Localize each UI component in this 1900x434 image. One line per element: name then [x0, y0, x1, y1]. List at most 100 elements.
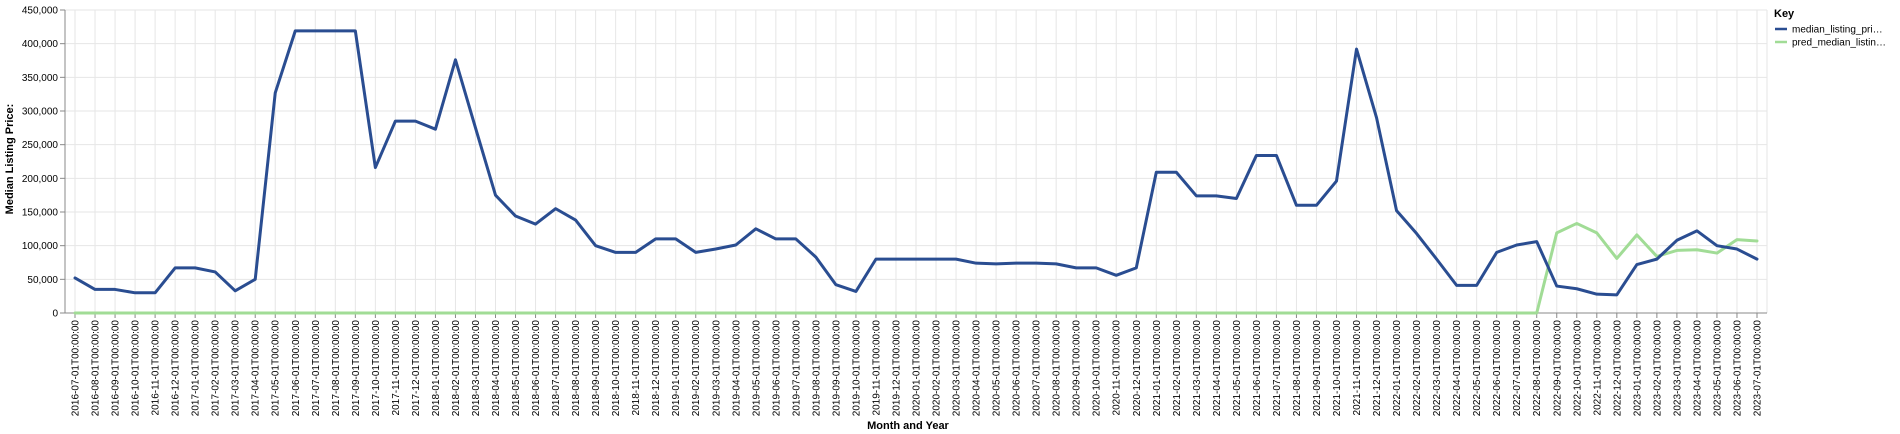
- x-tick-label: 2022-07-01T00:00:00: [1512, 320, 1523, 417]
- x-tick-label: 2018-02-01T00:00:00: [451, 320, 462, 417]
- x-tick-label: 2020-08-01T00:00:00: [1052, 320, 1063, 417]
- y-tick-label: 250,000: [22, 140, 59, 151]
- x-tick-label: 2022-09-01T00:00:00: [1552, 320, 1563, 417]
- x-axis: 2016-07-01T00:00:00 2016-08-01T00:00:00 20…: [65, 312, 1767, 417]
- x-tick-label: 2018-09-01T00:00:00: [591, 320, 602, 417]
- x-tick-label: 2018-04-01T00:00:00: [491, 320, 502, 417]
- x-tick-label: 2019-03-01T00:00:00: [711, 320, 722, 417]
- x-tick-label: 2019-05-01T00:00:00: [751, 320, 762, 417]
- series-lines: [73, 29, 1759, 315]
- x-tick-label: 2021-09-01T00:00:00: [1312, 320, 1323, 417]
- x-tick-label: 2021-01-01T00:00:00: [1152, 320, 1163, 417]
- x-tick-label: 2017-07-01T00:00:00: [311, 320, 322, 417]
- x-tick-label: 2021-08-01T00:00:00: [1292, 320, 1303, 417]
- x-tick-label: 2017-05-01T00:00:00: [271, 320, 282, 417]
- x-tick-label: 2019-10-01T00:00:00: [851, 320, 862, 417]
- x-tick-label: 2017-03-01T00:00:00: [231, 320, 242, 417]
- x-tick-label: 2016-09-01T00:00:00: [111, 320, 122, 417]
- y-tick-label: 200,000: [22, 174, 59, 185]
- y-tick-label: 0: [52, 309, 58, 320]
- grid-lines: [65, 9, 1768, 314]
- x-tick-label: 2023-01-01T00:00:00: [1632, 320, 1643, 417]
- x-tick-label: 2020-03-01T00:00:00: [952, 320, 963, 417]
- x-tick-label: 2023-05-01T00:00:00: [1712, 320, 1723, 417]
- x-tick-label: 2018-05-01T00:00:00: [511, 320, 522, 417]
- x-tick-label: 2018-08-01T00:00:00: [571, 320, 582, 417]
- x-tick-label: 2017-06-01T00:00:00: [291, 320, 302, 417]
- y-tick-label: 100,000: [22, 241, 59, 252]
- x-tick-label: 2016-08-01T00:00:00: [91, 320, 102, 417]
- y-tick-label: 350,000: [22, 73, 59, 84]
- y-tick-label: 300,000: [22, 107, 59, 118]
- x-tick-label: 2022-02-01T00:00:00: [1412, 320, 1423, 417]
- x-tick-label: 2023-06-01T00:00:00: [1732, 320, 1743, 417]
- x-tick-label: 2017-01-01T00:00:00: [191, 320, 202, 417]
- x-tick-label: 2018-10-01T00:00:00: [611, 320, 622, 417]
- x-tick-label: 2021-11-01T00:00:00: [1352, 320, 1363, 416]
- y-tick-label: 400,000: [22, 39, 59, 50]
- x-tick-label: 2021-03-01T00:00:00: [1192, 320, 1203, 417]
- x-tick-label: 2022-06-01T00:00:00: [1492, 320, 1503, 417]
- legend-label: median_listing_pri…: [1792, 25, 1883, 36]
- x-tick-label: 2023-07-01T00:00:00: [1752, 320, 1763, 417]
- x-tick-label: 2021-12-01T00:00:00: [1372, 320, 1383, 417]
- x-axis-title: Month and Year: [867, 420, 949, 432]
- x-tick-label: 2018-01-01T00:00:00: [431, 320, 442, 417]
- x-tick-label: 2017-11-01T00:00:00: [391, 320, 402, 416]
- x-tick-label: 2017-09-01T00:00:00: [351, 320, 362, 417]
- x-tick-label: 2017-02-01T00:00:00: [211, 320, 222, 417]
- x-tick-label: 2016-07-01T00:00:00: [71, 320, 82, 417]
- x-tick-label: 2022-01-01T00:00:00: [1392, 320, 1403, 417]
- x-tick-label: 2019-12-01T00:00:00: [891, 320, 902, 417]
- x-tick-label: 2019-04-01T00:00:00: [731, 320, 742, 417]
- x-tick-label: 2021-05-01T00:00:00: [1232, 320, 1243, 417]
- x-tick-label: 2021-10-01T00:00:00: [1332, 320, 1343, 417]
- x-tick-label: 2019-09-01T00:00:00: [831, 320, 842, 417]
- x-tick-label: 2020-09-01T00:00:00: [1072, 320, 1083, 417]
- x-tick-label: 2020-12-01T00:00:00: [1132, 320, 1143, 417]
- x-tick-label: 2022-04-01T00:00:00: [1452, 320, 1463, 417]
- x-tick-label: 2018-11-01T00:00:00: [631, 320, 642, 416]
- x-tick-label: 2020-01-01T00:00:00: [912, 320, 923, 417]
- x-tick-label: 2019-01-01T00:00:00: [671, 320, 682, 417]
- x-tick-label: 2017-04-01T00:00:00: [251, 320, 262, 417]
- x-tick-label: 2016-11-01T00:00:00: [151, 320, 162, 416]
- x-tick-label: 2019-02-01T00:00:00: [691, 320, 702, 417]
- x-tick-label: 2018-03-01T00:00:00: [471, 320, 482, 417]
- x-tick-label: 2019-11-01T00:00:00: [871, 320, 882, 416]
- x-tick-label: 2017-12-01T00:00:00: [411, 320, 422, 417]
- x-tick-label: 2021-06-01T00:00:00: [1252, 320, 1263, 417]
- y-tick-label: 450,000: [22, 6, 59, 17]
- x-tick-label: 2016-12-01T00:00:00: [171, 320, 182, 417]
- y-axis-title: Median Listing Price:: [4, 104, 16, 215]
- x-tick-label: 2023-03-01T00:00:00: [1672, 320, 1683, 417]
- x-tick-label: 2020-04-01T00:00:00: [972, 320, 983, 417]
- x-tick-label: 2023-02-01T00:00:00: [1652, 320, 1663, 417]
- y-axis: 0 50,000 100,000 150,000 200,000 250,000 300,0…: [22, 6, 66, 320]
- series-line-pred-median-listing-price: [73, 221, 1759, 315]
- x-tick-label: 2021-02-01T00:00:00: [1172, 320, 1183, 417]
- x-tick-label: 2021-07-01T00:00:00: [1272, 320, 1283, 417]
- x-tick-label: 2017-08-01T00:00:00: [331, 320, 342, 417]
- legend: Key median_listing_pri… pred_median_listi…: [1774, 8, 1886, 49]
- x-tick-label: 2020-05-01T00:00:00: [992, 320, 1003, 417]
- x-tick-label: 2023-04-01T00:00:00: [1692, 320, 1703, 417]
- x-tick-label: 2020-07-01T00:00:00: [1032, 320, 1043, 417]
- y-tick-label: 150,000: [22, 208, 59, 219]
- x-tick-label: 2019-07-01T00:00:00: [791, 320, 802, 417]
- x-tick-label: 2022-11-01T00:00:00: [1592, 320, 1603, 416]
- x-tick-label: 2022-05-01T00:00:00: [1472, 320, 1483, 417]
- legend-title: Key: [1774, 8, 1795, 20]
- x-tick-label: 2018-07-01T00:00:00: [551, 320, 562, 417]
- x-tick-label: 2022-12-01T00:00:00: [1612, 320, 1623, 417]
- x-tick-label: 2016-10-01T00:00:00: [131, 320, 142, 417]
- x-tick-label: 2017-10-01T00:00:00: [371, 320, 382, 417]
- legend-label: pred_median_listin…: [1792, 38, 1886, 49]
- x-tick-label: 2020-11-01T00:00:00: [1112, 320, 1123, 416]
- x-tick-label: 2019-06-01T00:00:00: [771, 320, 782, 417]
- x-tick-label: 2022-08-01T00:00:00: [1532, 320, 1543, 417]
- x-tick-label: 2018-06-01T00:00:00: [531, 320, 542, 417]
- x-tick-label: 2020-02-01T00:00:00: [932, 320, 943, 417]
- x-tick-label: 2018-12-01T00:00:00: [651, 320, 662, 417]
